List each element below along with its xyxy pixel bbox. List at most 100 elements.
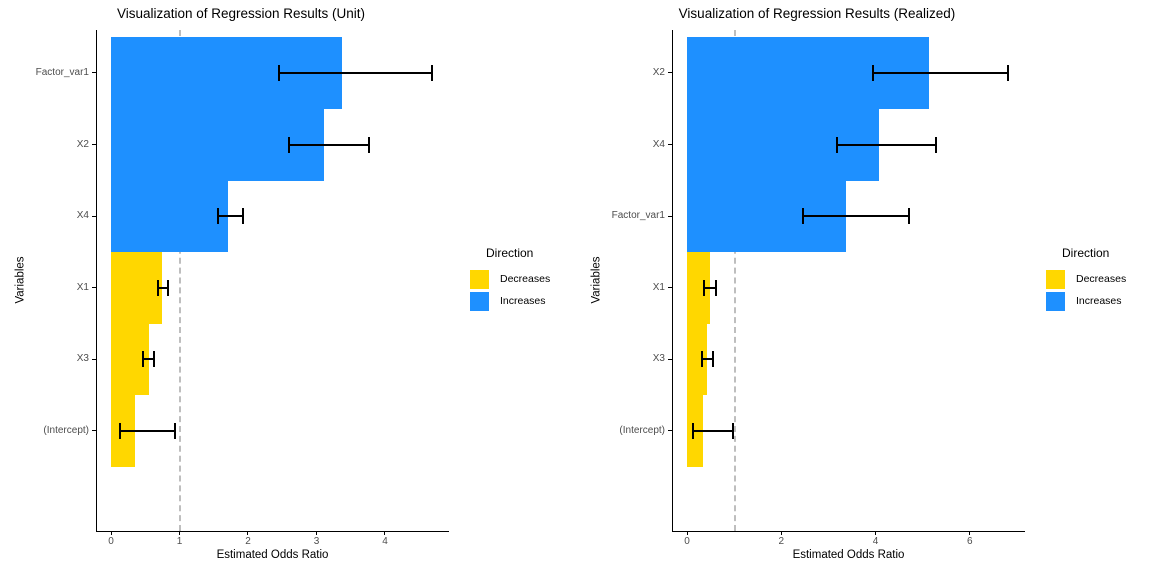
x-tick-label: 4 <box>382 536 388 547</box>
x-axis-line <box>96 531 449 532</box>
error-bar-cap-low <box>118 422 121 439</box>
x-tick-mark <box>178 531 180 535</box>
y-tick-label: X3 <box>76 353 89 365</box>
legend-label: Decreases <box>500 273 551 285</box>
chart-unit: Visualization of Regression Results (Uni… <box>14 6 551 561</box>
y-tick-label: X2 <box>652 66 665 78</box>
x-tick-mark <box>875 531 877 535</box>
y-tick-mark <box>668 72 672 74</box>
error-bar-cap-low <box>157 279 160 296</box>
error-bar-cap-high <box>242 208 245 225</box>
error-bar <box>702 358 713 361</box>
error-bar <box>703 286 716 289</box>
x-tick-mark <box>780 531 782 535</box>
x-tick-label: 0 <box>108 536 114 547</box>
x-tick-label: 2 <box>778 536 785 547</box>
y-tick-label: X4 <box>76 210 89 222</box>
increases-swatch-icon <box>1046 292 1065 311</box>
legend-title: Direction <box>1062 246 1110 260</box>
x-tick-label: 6 <box>967 536 973 547</box>
error-bar-cap-high <box>907 208 910 225</box>
x-tick-mark <box>384 531 386 535</box>
error-bar-cap-low <box>801 208 804 225</box>
error-bar-cap-high <box>711 351 714 368</box>
chart-realized: Visualization of Regression Results (Rea… <box>576 0 1152 576</box>
legend-label: Increases <box>1076 295 1122 307</box>
x-axis-title: Estimated Odds Ratio <box>792 549 905 561</box>
legend-label: Increases <box>500 295 546 307</box>
y-tick-label: (Intercept) <box>619 424 665 436</box>
x-tick-label: 4 <box>872 536 879 547</box>
decreases-swatch-icon <box>1046 270 1065 289</box>
error-bar-cap-low <box>871 64 874 81</box>
x-tick-label: 2 <box>245 536 251 547</box>
error-bar <box>872 71 1008 74</box>
x-tick-mark <box>969 531 971 535</box>
y-tick-mark <box>668 144 672 145</box>
error-bar-cap-high <box>732 422 735 439</box>
error-bar <box>802 215 909 218</box>
x-tick-label: 0 <box>684 536 690 547</box>
chart-title: Visualization of Regression Results (Rea… <box>678 6 956 21</box>
error-bar-cap-low <box>288 136 291 153</box>
bar-x3 <box>687 323 707 396</box>
error-bar <box>289 143 370 146</box>
y-axis-line <box>96 30 97 531</box>
error-bar <box>158 286 168 289</box>
error-bar-cap-low <box>142 351 145 368</box>
legend-label: Decreases <box>1076 273 1127 285</box>
y-tick-mark <box>92 144 96 145</box>
y-tick-label: X2 <box>76 138 89 150</box>
bar-x1 <box>687 251 711 324</box>
x-tick-label: 3 <box>313 536 320 547</box>
error-bar <box>693 429 734 432</box>
error-bar-cap-low <box>701 351 704 368</box>
y-tick-label: X4 <box>652 138 665 150</box>
plot-panel: 0 1 2 3 4 Factor_var1 X2 X4 X1 X3 (Intercept) <box>35 30 449 547</box>
error-bar-cap-low <box>277 64 280 81</box>
error-bar-cap-low <box>216 208 219 225</box>
reference-line <box>179 30 182 531</box>
decreases-swatch-icon <box>470 270 489 289</box>
y-tick-label: X1 <box>76 281 89 293</box>
legend-title: Direction <box>486 246 534 260</box>
error-bar-cap-low <box>692 422 695 439</box>
x-axis-line <box>672 531 1025 532</box>
y-tick-mark <box>92 358 96 360</box>
bar-x1 <box>111 251 162 324</box>
chart-title: Visualization of Regression Results (Uni… <box>116 6 366 21</box>
y-axis-line <box>672 30 673 531</box>
x-tick-mark <box>686 531 688 535</box>
increases-swatch-icon <box>470 292 489 311</box>
error-bar-cap-high <box>368 136 371 153</box>
y-tick-mark <box>668 358 672 360</box>
y-tick-label: Factor_var1 <box>35 66 89 78</box>
y-tick-label: X1 <box>652 281 665 293</box>
y-tick-mark <box>92 72 96 74</box>
y-tick-label: (Intercept) <box>43 424 89 436</box>
error-bar <box>143 358 155 361</box>
error-bar-cap-high <box>153 351 156 368</box>
error-bar-cap-high <box>1006 64 1009 81</box>
error-bar-cap-high <box>934 136 937 153</box>
error-bar <box>836 143 936 146</box>
y-tick-mark <box>668 430 672 432</box>
error-bar-cap-high <box>166 279 169 296</box>
error-bar <box>217 215 244 218</box>
y-axis-title: Variables <box>14 256 27 304</box>
y-tick-mark <box>92 287 96 289</box>
error-bar <box>119 429 175 432</box>
error-bar-cap-low <box>835 136 838 153</box>
y-tick-label: X3 <box>652 353 665 365</box>
error-bar-cap-high <box>173 422 176 439</box>
x-axis-title: Estimated Odds Ratio <box>216 549 329 561</box>
x-tick-mark <box>315 531 317 535</box>
x-tick-mark <box>110 531 112 535</box>
error-bar <box>278 71 433 74</box>
y-tick-mark <box>92 430 96 432</box>
error-bar-cap-high <box>714 279 717 296</box>
plot-panel: 0 2 4 6 X2 X4 Factor_var1 X1 X3 (Intercept) <box>576 0 1152 576</box>
error-bar-cap-high <box>431 64 434 81</box>
y-tick-mark <box>668 287 672 289</box>
